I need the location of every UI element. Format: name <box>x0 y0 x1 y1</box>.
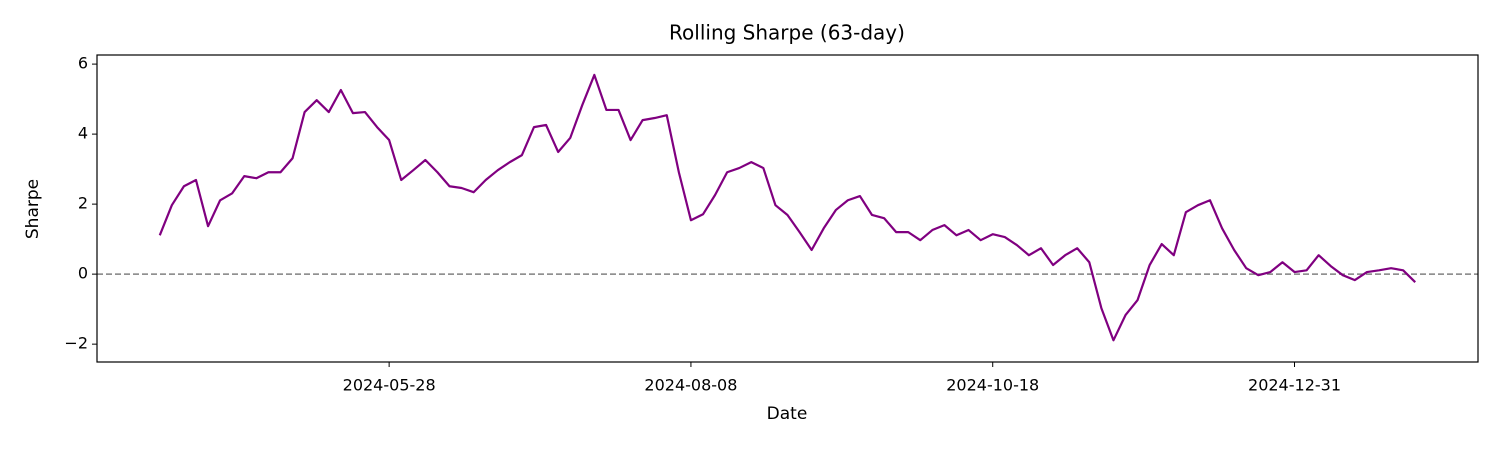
line <box>158 73 1417 342</box>
x-tick-label: 2024-12-31 <box>1248 376 1341 395</box>
y-tick-label: 4 <box>78 124 88 143</box>
x-tick-label: 2024-10-18 <box>946 376 1039 395</box>
y-tick-label: 2 <box>78 194 88 213</box>
y-axis-label: Sharpe <box>23 179 43 239</box>
plot-frame <box>96 54 1479 363</box>
x-tick-label: 2024-05-28 <box>343 376 436 395</box>
x-tick-label: 2024-08-08 <box>644 376 737 395</box>
y-tick-label: 6 <box>78 54 88 73</box>
chart-title: Rolling Sharpe (63-day) <box>669 21 905 45</box>
x-axis-label: Date <box>767 404 808 424</box>
y-tick-label: 0 <box>78 264 88 283</box>
y-tick-label: −2 <box>64 334 88 353</box>
